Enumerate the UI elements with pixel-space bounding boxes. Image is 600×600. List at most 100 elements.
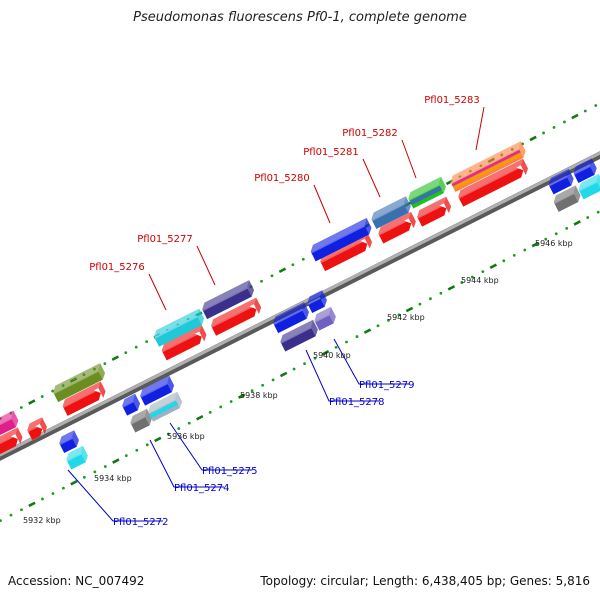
gene-feature[interactable] <box>51 363 107 403</box>
label-pfl01_5279[interactable]: Pfl01_5279 <box>359 380 415 391</box>
gene-pfl01_5282[interactable] <box>406 176 448 209</box>
scale-label: 5936 kbp <box>167 432 205 441</box>
major-tick <box>447 285 456 291</box>
minor-tick <box>542 131 545 135</box>
cds-reverse[interactable] <box>551 185 582 212</box>
cds-reverse[interactable] <box>305 290 329 314</box>
minor-tick <box>481 270 485 274</box>
major-tick <box>279 371 288 378</box>
major-tick <box>531 241 539 248</box>
major-tick <box>70 479 78 486</box>
gene-pfl01_5277[interactable] <box>200 280 256 320</box>
minor-tick <box>552 126 556 129</box>
major-tick <box>278 267 287 274</box>
minor-tick <box>439 291 443 295</box>
minor-tick <box>271 378 275 382</box>
cds-reverse[interactable] <box>146 391 184 422</box>
minor-tick <box>418 302 422 306</box>
cds-reverse[interactable] <box>128 408 154 433</box>
cds-reverse[interactable] <box>64 445 90 470</box>
minor-tick <box>586 216 590 219</box>
cds-reverse[interactable] <box>571 158 599 183</box>
cds-reverse[interactable] <box>312 306 338 331</box>
cds-forward[interactable] <box>25 417 49 441</box>
minor-tick <box>596 210 600 214</box>
cds-forward[interactable] <box>160 324 209 361</box>
gene-feature[interactable] <box>0 410 21 439</box>
major-tick <box>196 414 204 421</box>
cds-forward[interactable] <box>456 158 530 207</box>
minor-tick <box>93 470 97 474</box>
gene-labels: Pfl01_5276 Pfl01_5277 Pfl01_5280 Pfl01_5281… <box>89 95 480 528</box>
leader-line <box>67 469 163 522</box>
cds-forward[interactable] <box>415 196 453 227</box>
major-tick <box>154 436 162 443</box>
gene-pfl01_5280[interactable] <box>308 217 373 262</box>
minor-tick <box>20 508 23 512</box>
major-tick <box>529 135 537 142</box>
minor-tick <box>177 427 181 430</box>
gene-pfl01_5281[interactable] <box>369 196 413 230</box>
label-pfl01_5277[interactable]: Pfl01_5277 <box>137 234 193 245</box>
label-pfl01_5276[interactable]: Pfl01_5276 <box>89 262 145 273</box>
major-tick <box>571 113 579 120</box>
accession-text: Accession: NC_007492 <box>8 574 145 588</box>
minor-tick <box>82 475 86 479</box>
minor-tick <box>397 313 401 317</box>
major-tick <box>28 501 36 508</box>
label-pfl01_5282[interactable]: Pfl01_5282 <box>342 128 398 139</box>
cds-reverse[interactable] <box>57 430 81 454</box>
minor-tick <box>145 340 149 344</box>
minor-tick <box>460 281 464 284</box>
label-pfl01_5280[interactable]: Pfl01_5280 <box>254 173 310 184</box>
cds-reverse[interactable] <box>120 393 142 416</box>
minor-tick <box>51 389 55 393</box>
leader-line <box>196 245 216 286</box>
minor-tick <box>429 297 432 301</box>
minor-tick <box>512 254 516 257</box>
scale-label: 5940 kbp <box>313 351 351 360</box>
cds-forward[interactable] <box>60 381 107 416</box>
minor-tick <box>313 356 317 360</box>
cds-reverse[interactable] <box>576 173 600 200</box>
label-leaders <box>67 106 485 522</box>
cds-reverse[interactable] <box>278 319 320 352</box>
leader-line <box>169 422 252 471</box>
minor-tick <box>145 443 149 447</box>
gene-features <box>0 141 600 470</box>
minor-tick <box>219 405 223 409</box>
cds-reverse[interactable] <box>271 302 311 334</box>
minor-tick <box>470 275 474 279</box>
leader-line <box>148 273 167 311</box>
minor-tick <box>124 454 128 458</box>
minor-tick <box>19 406 23 409</box>
leader-line <box>313 184 331 224</box>
label-pfl01_5275[interactable]: Pfl01_5275 <box>202 466 258 477</box>
minor-tick <box>208 410 212 414</box>
scale-label: 5934 kbp <box>94 474 132 483</box>
label-pfl01_5283[interactable]: Pfl01_5283 <box>424 95 480 106</box>
minor-tick <box>565 226 569 230</box>
cds-forward[interactable] <box>209 297 264 336</box>
minor-tick <box>292 367 296 371</box>
minor-tick <box>563 120 566 124</box>
cds-reverse[interactable] <box>138 375 176 406</box>
minor-tick <box>345 340 348 344</box>
cds-reverse[interactable] <box>546 168 576 195</box>
minor-tick <box>166 432 170 436</box>
cds-forward[interactable] <box>0 427 25 462</box>
cds-forward[interactable] <box>376 211 418 244</box>
gene-pfl01_5276[interactable] <box>152 308 207 347</box>
major-tick <box>321 350 330 356</box>
label-pfl01_5278[interactable]: Pfl01_5278 <box>329 397 385 408</box>
label-pfl01_5281[interactable]: Pfl01_5281 <box>303 147 359 158</box>
scale-label: 5932 kbp <box>23 516 61 525</box>
label-pfl01_5274[interactable]: Pfl01_5274 <box>174 483 230 494</box>
label-pfl01_5272[interactable]: Pfl01_5272 <box>113 517 169 528</box>
major-tick <box>489 263 498 269</box>
minor-tick <box>376 324 380 328</box>
gene-pfl01_5283[interactable] <box>448 141 528 192</box>
minor-tick <box>103 465 107 468</box>
leader-line <box>362 158 381 198</box>
